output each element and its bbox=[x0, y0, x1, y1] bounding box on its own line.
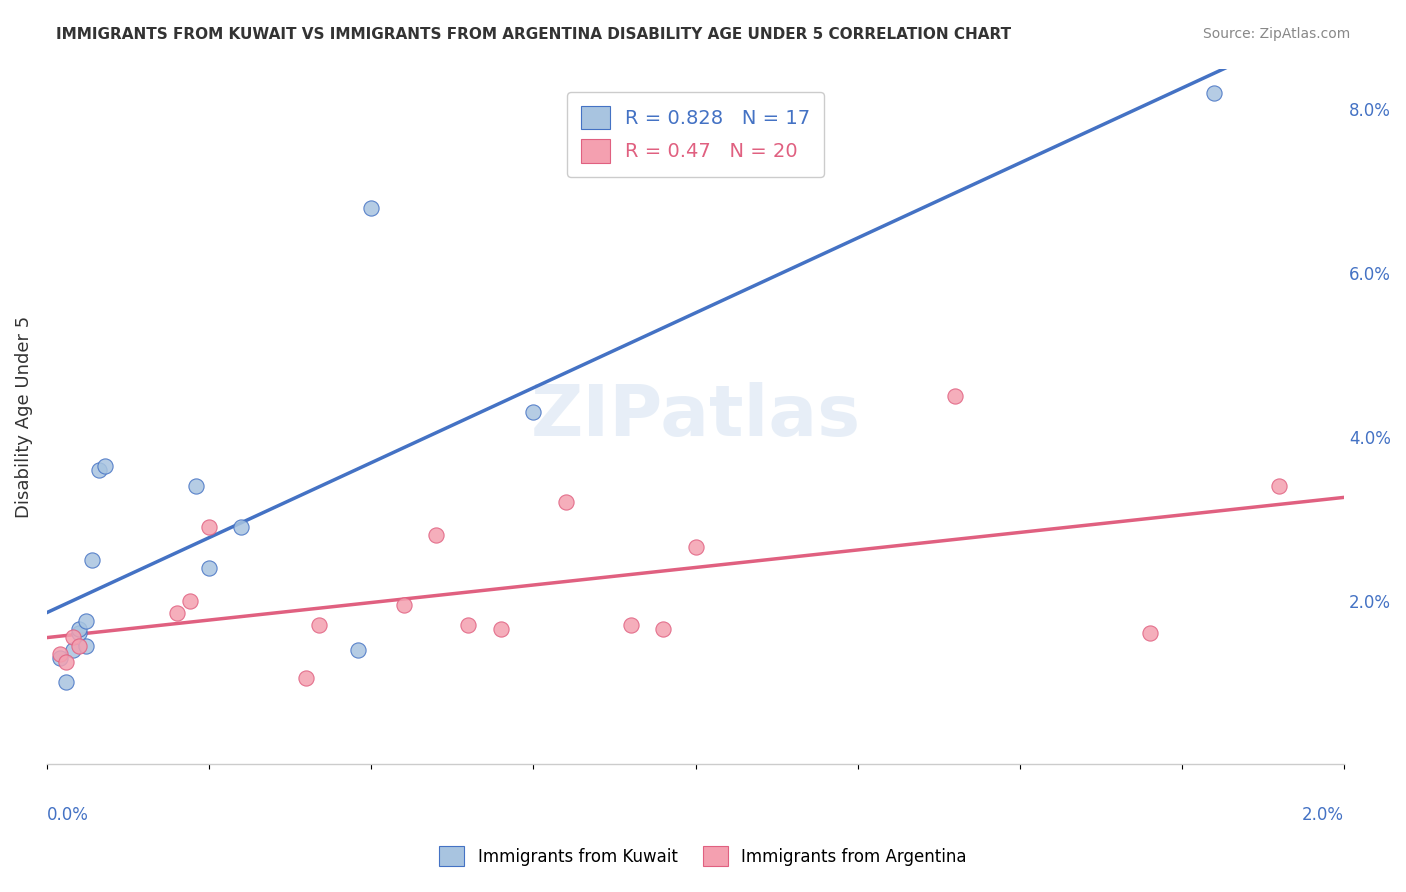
Point bbox=[457, 618, 479, 632]
Text: 2.0%: 2.0% bbox=[1302, 806, 1344, 824]
Point bbox=[75, 639, 97, 653]
Point bbox=[67, 639, 90, 653]
Point bbox=[62, 642, 84, 657]
Point bbox=[49, 651, 72, 665]
Point bbox=[198, 561, 221, 575]
Point bbox=[184, 479, 207, 493]
Y-axis label: Disability Age Under 5: Disability Age Under 5 bbox=[15, 315, 32, 517]
Point bbox=[1204, 86, 1226, 100]
Point bbox=[1139, 626, 1161, 640]
Point bbox=[94, 458, 117, 473]
Point bbox=[179, 593, 201, 607]
Point bbox=[652, 622, 675, 636]
Point bbox=[522, 405, 544, 419]
Point bbox=[87, 462, 110, 476]
Text: IMMIGRANTS FROM KUWAIT VS IMMIGRANTS FROM ARGENTINA DISABILITY AGE UNDER 5 CORRE: IMMIGRANTS FROM KUWAIT VS IMMIGRANTS FRO… bbox=[56, 27, 1011, 42]
Point bbox=[67, 626, 90, 640]
Point bbox=[55, 675, 77, 690]
Point bbox=[489, 622, 512, 636]
Legend: Immigrants from Kuwait, Immigrants from Argentina: Immigrants from Kuwait, Immigrants from … bbox=[432, 838, 974, 875]
Point bbox=[231, 520, 253, 534]
Point bbox=[360, 201, 382, 215]
Text: ZIPatlas: ZIPatlas bbox=[530, 382, 860, 450]
Point bbox=[1268, 479, 1291, 493]
Point bbox=[67, 622, 90, 636]
Text: Source: ZipAtlas.com: Source: ZipAtlas.com bbox=[1202, 27, 1350, 41]
Point bbox=[308, 618, 330, 632]
Text: 0.0%: 0.0% bbox=[46, 806, 89, 824]
Point bbox=[943, 389, 966, 403]
Point bbox=[62, 631, 84, 645]
Point bbox=[75, 614, 97, 628]
Point bbox=[55, 655, 77, 669]
Point bbox=[166, 606, 188, 620]
Point bbox=[49, 647, 72, 661]
Point bbox=[554, 495, 576, 509]
Point bbox=[347, 642, 370, 657]
Point bbox=[82, 552, 104, 566]
Point bbox=[620, 618, 643, 632]
Point bbox=[198, 520, 221, 534]
Point bbox=[425, 528, 447, 542]
Point bbox=[392, 598, 415, 612]
Legend: R = 0.828   N = 17, R = 0.47   N = 20: R = 0.828 N = 17, R = 0.47 N = 20 bbox=[567, 92, 824, 177]
Point bbox=[295, 671, 318, 685]
Point bbox=[685, 541, 707, 555]
